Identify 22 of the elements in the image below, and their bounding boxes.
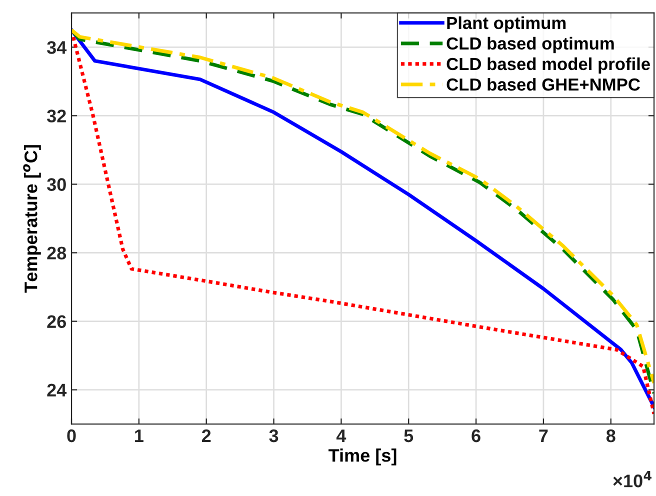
x-tick-label: 1 [135, 430, 144, 442]
y-tick-label: 34 [46, 41, 67, 54]
x-tick-label: 8 [606, 429, 616, 442]
y-tick-label: 26 [47, 315, 66, 328]
x-tick-label: 7 [539, 430, 548, 442]
legend-label: CLD based model profile [446, 57, 650, 74]
x-tick-label: 0 [67, 429, 76, 442]
y-tick-label: 32 [46, 110, 66, 122]
y-tick-label: 24 [47, 384, 67, 396]
y-tick-label: 30 [46, 178, 66, 191]
x-tick-label: 4 [336, 430, 346, 442]
y-axis-title: Temperature [$^{o}$C] [23, 145, 41, 293]
text: ×10$^{4}$ [613, 471, 652, 488]
legend-label: CLD based optimum [446, 36, 614, 54]
x-tick-label: 3 [269, 429, 278, 442]
y-tick-label: 28 [47, 246, 66, 260]
x-tick-label: 5 [404, 430, 414, 442]
x-axis-title: Time [s] [328, 448, 396, 466]
legend-label: Plant optimum [447, 16, 566, 33]
legend-label: CLD based GHE+NMPC [446, 78, 640, 91]
x-tick-label: 6 [472, 429, 480, 442]
x-tick-label: 2 [202, 429, 211, 442]
